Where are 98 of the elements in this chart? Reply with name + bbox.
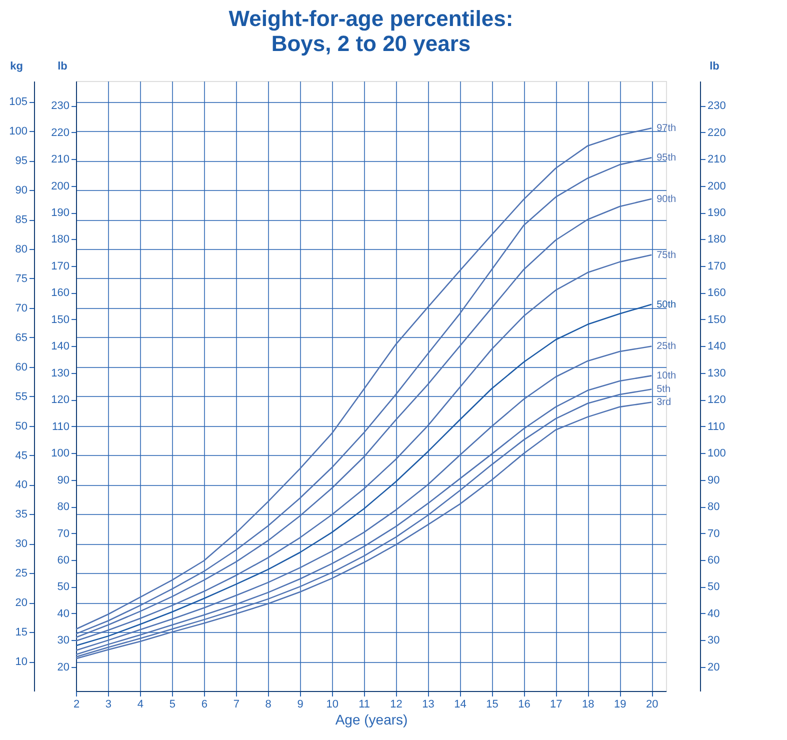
y3-tick-label: 210 (708, 154, 726, 166)
x-tick-label: 7 (233, 698, 240, 710)
y-tick-label: 65 (15, 332, 28, 344)
y-tick-label: 10 (15, 656, 28, 668)
y-tick-label: 55 (15, 390, 28, 403)
x-tick-label: 4 (137, 698, 144, 710)
series-label: 50th (656, 299, 676, 310)
y3-tick-label: 140 (708, 340, 726, 353)
series-label: 95th (656, 152, 676, 164)
y3-tick-label: 60 (708, 554, 720, 567)
y2-tick-label: 70 (57, 528, 70, 540)
y-tick-label: 25 (15, 568, 28, 580)
y3-tick-label: 170 (708, 260, 726, 272)
y2-tick-label: 90 (57, 474, 70, 486)
x-tick-label: 19 (614, 698, 626, 710)
y3-tick-label: 190 (708, 207, 726, 220)
series-label: 90th (656, 194, 676, 205)
y3-tick-label: 200 (708, 180, 726, 192)
y-tick-label: 50 (15, 420, 28, 432)
x-tick-label: 14 (454, 698, 466, 710)
x-tick-label: 17 (550, 698, 562, 710)
y-tick-label: 15 (15, 626, 28, 639)
y3-tick-label: 230 (708, 100, 726, 112)
series-label: 75th (656, 250, 676, 261)
x-tick-label: 10 (326, 698, 338, 710)
y-tick-label: 90 (15, 184, 28, 197)
y2-tick-label: 80 (57, 501, 70, 514)
y3-tick-label: 20 (708, 661, 720, 674)
y3-tick-label: 90 (708, 474, 720, 486)
x-tick-label: 3 (105, 698, 112, 710)
y2-tick-label: 130 (51, 367, 70, 380)
y3-tick-label: 30 (708, 634, 720, 647)
y2-tick-label: 220 (51, 126, 70, 139)
y-tick-label: 80 (15, 243, 28, 256)
y2-tick-label: 160 (51, 287, 70, 300)
y3-tick-label: 70 (708, 528, 720, 540)
y2-tick-label: 140 (51, 340, 70, 353)
y-tick-label: 85 (15, 214, 28, 226)
x-tick-label: 15 (486, 698, 498, 710)
y-tick-label: 45 (15, 450, 28, 462)
y2-tick-label: 110 (52, 420, 70, 433)
y3-tick-label: 100 (708, 448, 726, 460)
y3-tick-label: 220 (708, 126, 726, 139)
y-tick-label: 100 (9, 126, 28, 138)
y2-tick-label: 200 (51, 180, 70, 192)
y-tick-label: 35 (15, 508, 28, 521)
y-tick-label: 20 (15, 597, 28, 610)
y3-tick-label: 150 (708, 314, 726, 326)
series-label: 3rd (656, 397, 672, 408)
y2-tick-label: 40 (57, 608, 70, 620)
x-tick-label: 18 (582, 698, 594, 710)
chart-subtitle: Boys, 2 to 20 years (271, 31, 471, 56)
x-tick-label: 9 (297, 698, 304, 710)
y2-tick-label: 190 (51, 207, 70, 220)
y2-tick-label: 60 (57, 554, 70, 567)
y-tick-label: 60 (15, 361, 28, 374)
y3-tick-label: 80 (708, 501, 720, 514)
chart-title: Weight-for-age percentiles: (228, 6, 514, 31)
y-tick-label: 105 (9, 96, 28, 108)
x-tick-label: 5 (169, 698, 176, 710)
series-label: 25th (656, 341, 676, 352)
x-tick-label: 8 (265, 698, 272, 710)
y-tick-label: 30 (15, 538, 28, 550)
y3-tick-label: 180 (708, 234, 726, 246)
x-axis-title: Age (years) (335, 712, 408, 728)
y2-tick-label: 20 (57, 661, 70, 674)
y-tick-label: 95 (15, 155, 28, 168)
y3-tick-label: 40 (708, 608, 720, 620)
y2-tick-label: 50 (57, 581, 70, 594)
y2-tick-label: 120 (51, 394, 70, 406)
x-tick-label: 11 (358, 698, 370, 710)
y3-tick-label: 110 (708, 420, 726, 433)
y-tick-label: 75 (15, 272, 28, 285)
y2-tick-label: 210 (51, 154, 70, 166)
x-tick-label: 20 (646, 698, 658, 710)
y-tick-label: 70 (15, 302, 28, 314)
y2-tick-label: 150 (51, 314, 70, 326)
y2-tick-label: 170 (51, 260, 70, 272)
y-tick-label: 40 (15, 479, 28, 492)
y2-axis-title: lb (58, 60, 68, 72)
y3-tick-label: 130 (708, 367, 726, 380)
y3-axis-title: lb (710, 60, 720, 72)
y2-tick-label: 100 (51, 448, 70, 460)
y-axis-title: kg (10, 60, 23, 72)
series-label: 97th (656, 123, 676, 134)
y3-tick-label: 50 (708, 581, 720, 594)
x-tick-label: 13 (422, 698, 434, 710)
x-tick-label: 2 (73, 698, 80, 710)
x-tick-label: 16 (518, 698, 530, 710)
x-tick-label: 12 (390, 698, 402, 710)
y2-tick-label: 230 (51, 100, 70, 112)
y3-tick-label: 160 (708, 287, 726, 300)
y3-tick-label: 120 (708, 394, 726, 406)
y2-tick-label: 180 (51, 234, 70, 246)
series-label: 10th (656, 370, 676, 382)
series-label: 5th (656, 384, 671, 396)
y2-tick-label: 30 (57, 634, 70, 647)
x-tick-label: 6 (201, 698, 208, 710)
